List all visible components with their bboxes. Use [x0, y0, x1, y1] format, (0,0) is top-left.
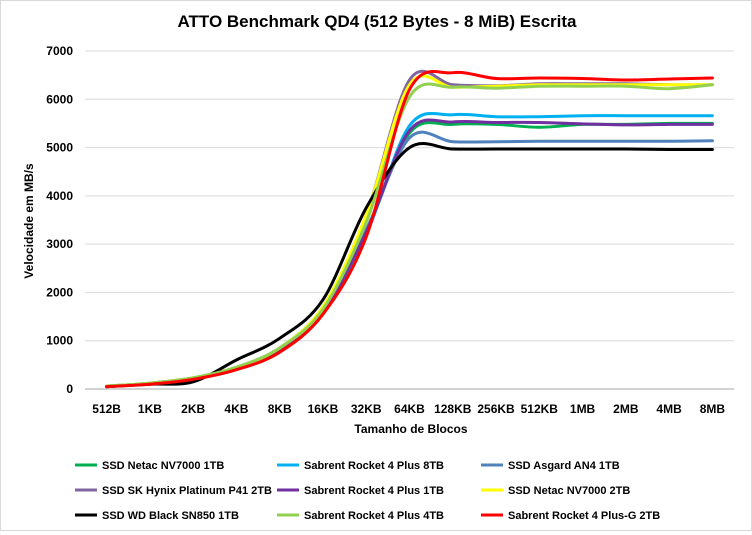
x-tick-label: 64KB [394, 402, 425, 416]
series-line-2 [105, 111, 714, 389]
series-line-5 [105, 118, 714, 389]
legend-label: Sabrent Rocket 4 Plus 1TB [304, 485, 444, 497]
legend-label: SSD Netac NV7000 2TB [508, 485, 630, 497]
x-tick-label: 32KB [351, 402, 382, 416]
legend-label: SSD WD Black SN850 1TB [102, 510, 239, 522]
x-tick-label: 1KB [138, 402, 162, 416]
series-line-3 [105, 130, 714, 389]
x-tick-label: 16KB [308, 402, 339, 416]
legend-label: Sabrent Rocket 4 Plus 4TB [304, 510, 444, 522]
legend-label: Sabrent Rocket 4 Plus 8TB [304, 460, 444, 472]
legend-label: SSD Netac NV7000 1TB [102, 460, 224, 472]
legend-label: SSD SK Hynix Platinum P41 2TB [102, 485, 272, 497]
x-tick-label: 2MB [613, 402, 639, 416]
series-line-6 [105, 74, 714, 388]
y-tick-label: 6000 [46, 92, 73, 106]
series-line-7 [105, 142, 714, 389]
y-tick-label: 5000 [46, 141, 73, 155]
legend-label: SSD Asgard AN4 1TB [508, 460, 620, 472]
chart-title: ATTO Benchmark QD4 (512 Bytes - 8 MiB) E… [177, 12, 577, 31]
x-tick-label: 512B [92, 402, 121, 416]
y-tick-label: 3000 [46, 237, 73, 251]
legend-label: Sabrent Rocket 4 Plus-G 2TB [508, 510, 660, 522]
x-axis-label: Tamanho de Blocos [354, 422, 467, 436]
x-tick-label: 8MB [700, 402, 726, 416]
y-tick-label: 2000 [46, 285, 73, 299]
x-tick-label: 512KB [521, 402, 559, 416]
x-tick-label: 1MB [570, 402, 596, 416]
series-line-9 [105, 70, 714, 389]
y-tick-label: 4000 [46, 189, 73, 203]
y-tick-label: 0 [66, 382, 73, 396]
x-tick-label: 4MB [656, 402, 682, 416]
x-tick-label: 2KB [181, 402, 205, 416]
y-axis-label: Velocidade em MB/s [22, 163, 36, 279]
x-tick-label: 256KB [477, 402, 515, 416]
series-line-1 [105, 121, 714, 388]
legend: SSD Netac NV7000 1TB Sabrent Rocket 4 Plu… [75, 460, 660, 522]
gridlines [85, 50, 734, 390]
series-lines [105, 69, 714, 389]
y-tick-label: 7000 [46, 44, 73, 58]
y-tick-label: 1000 [46, 334, 73, 348]
x-axis-ticks: 512B 1KB 2KB 4KB 8KB 16KB 32KB 64KB 128KB 256KB 51… [92, 402, 725, 416]
y-axis-ticks: 0 1000 2000 3000 4000 5000 6000 7000 [46, 44, 73, 396]
x-tick-label: 4KB [224, 402, 248, 416]
x-tick-label: 8KB [268, 402, 292, 416]
x-tick-label: 128KB [434, 402, 472, 416]
series-line-4 [105, 69, 714, 388]
